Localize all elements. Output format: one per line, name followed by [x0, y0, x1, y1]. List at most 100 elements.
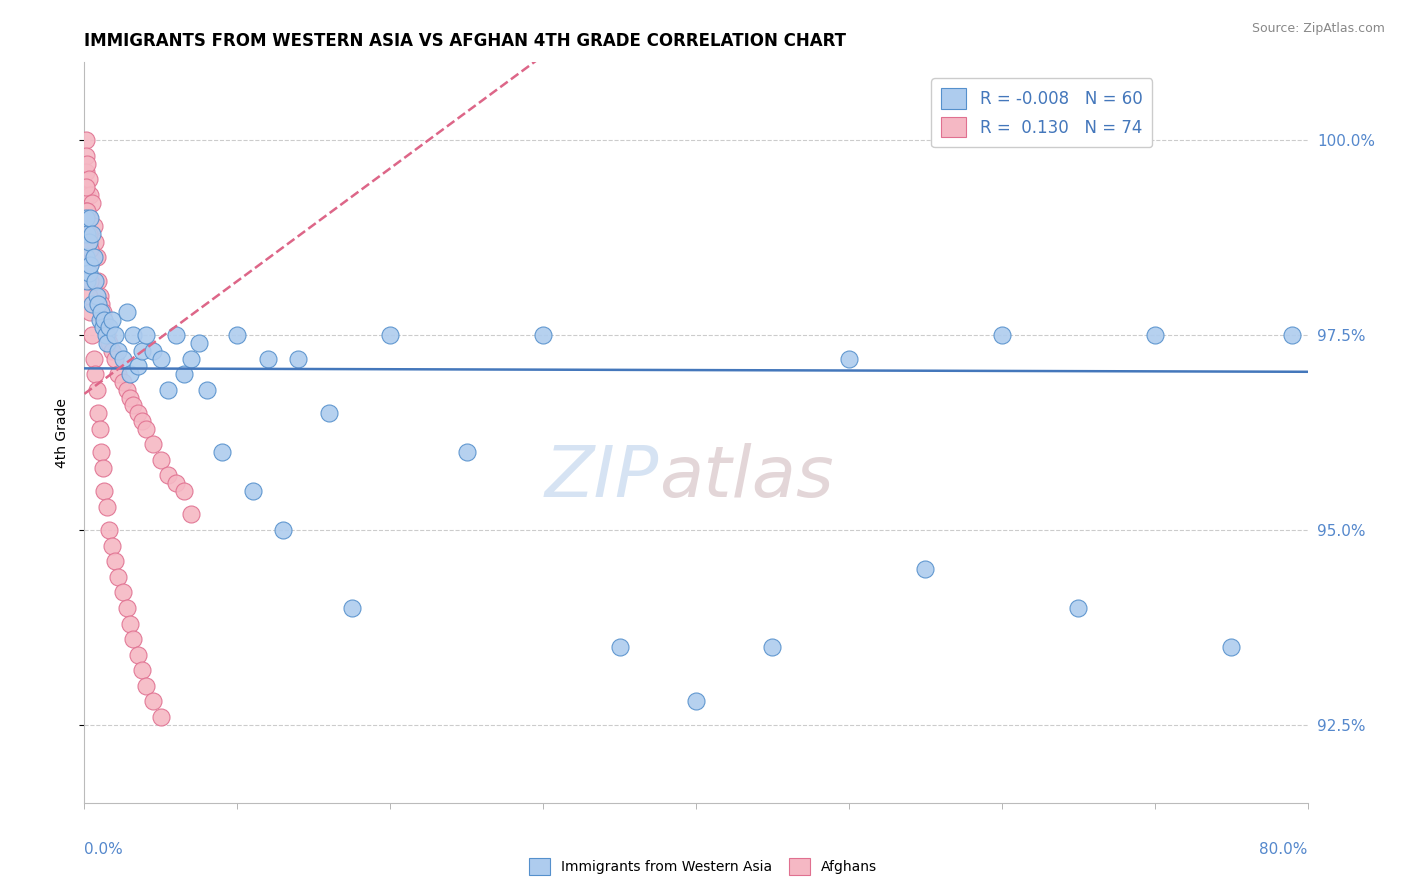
Point — [89, 422, 111, 436]
Point — [211, 445, 233, 459]
Point — [271, 523, 294, 537]
Point — [456, 445, 478, 459]
Point — [76, 227, 98, 241]
Point — [76, 274, 98, 288]
Point — [83, 219, 105, 233]
Point — [83, 250, 105, 264]
Point — [104, 328, 127, 343]
Point — [97, 320, 120, 334]
Point — [188, 336, 211, 351]
Point — [149, 710, 172, 724]
Point — [122, 328, 145, 343]
Y-axis label: 4th Grade: 4th Grade — [55, 398, 69, 467]
Point — [77, 250, 100, 264]
Point — [761, 640, 783, 654]
Point — [157, 468, 180, 483]
Point — [127, 406, 149, 420]
Point — [86, 250, 108, 264]
Point — [83, 274, 105, 288]
Point — [226, 328, 249, 343]
Point — [76, 203, 98, 218]
Point — [104, 554, 127, 568]
Point — [75, 180, 97, 194]
Point — [75, 149, 97, 163]
Point — [77, 235, 100, 249]
Point — [79, 188, 101, 202]
Point — [1220, 640, 1243, 654]
Point — [173, 367, 195, 381]
Point — [93, 312, 115, 326]
Point — [165, 328, 187, 343]
Point — [173, 484, 195, 499]
Point — [340, 601, 363, 615]
Point — [76, 157, 98, 171]
Legend: Immigrants from Western Asia, Afghans: Immigrants from Western Asia, Afghans — [523, 853, 883, 880]
Point — [142, 437, 165, 451]
Point — [80, 227, 103, 241]
Point — [96, 336, 118, 351]
Point — [80, 297, 103, 311]
Point — [104, 351, 127, 366]
Legend: R = -0.008   N = 60, R =  0.130   N = 74: R = -0.008 N = 60, R = 0.130 N = 74 — [931, 78, 1153, 147]
Point — [87, 274, 110, 288]
Point — [242, 484, 264, 499]
Text: 0.0%: 0.0% — [84, 842, 124, 856]
Point — [93, 484, 115, 499]
Point — [142, 694, 165, 708]
Point — [77, 211, 100, 226]
Point — [83, 351, 105, 366]
Point — [131, 663, 153, 677]
Point — [76, 258, 98, 272]
Point — [90, 305, 112, 319]
Point — [76, 235, 98, 249]
Point — [75, 164, 97, 178]
Point — [101, 343, 124, 358]
Point — [180, 508, 202, 522]
Point — [120, 391, 142, 405]
Point — [111, 375, 134, 389]
Point — [157, 383, 180, 397]
Point — [79, 274, 101, 288]
Point — [97, 523, 120, 537]
Point — [135, 679, 157, 693]
Point — [609, 640, 631, 654]
Point — [76, 227, 98, 241]
Point — [77, 227, 100, 241]
Point — [127, 648, 149, 662]
Text: IMMIGRANTS FROM WESTERN ASIA VS AFGHAN 4TH GRADE CORRELATION CHART: IMMIGRANTS FROM WESTERN ASIA VS AFGHAN 4… — [84, 32, 846, 50]
Point — [84, 274, 107, 288]
Point — [77, 172, 100, 186]
Point — [149, 453, 172, 467]
Point — [75, 250, 97, 264]
Point — [107, 570, 129, 584]
Point — [96, 500, 118, 514]
Text: ZIP: ZIP — [546, 442, 659, 511]
Point — [91, 460, 114, 475]
Point — [80, 195, 103, 210]
Point — [131, 343, 153, 358]
Point — [107, 343, 129, 358]
Point — [75, 133, 97, 147]
Point — [80, 250, 103, 264]
Point — [111, 585, 134, 599]
Point — [115, 601, 138, 615]
Text: atlas: atlas — [659, 442, 834, 511]
Point — [101, 539, 124, 553]
Point — [76, 188, 98, 202]
Point — [75, 203, 97, 218]
Point — [531, 328, 554, 343]
Point — [80, 328, 103, 343]
Point — [79, 258, 101, 272]
Point — [180, 351, 202, 366]
Point — [79, 305, 101, 319]
Point — [111, 351, 134, 366]
Point — [135, 422, 157, 436]
Point — [318, 406, 340, 420]
Point — [131, 414, 153, 428]
Point — [685, 694, 707, 708]
Point — [77, 266, 100, 280]
Point — [838, 351, 860, 366]
Point — [257, 351, 280, 366]
Point — [87, 406, 110, 420]
Point — [87, 297, 110, 311]
